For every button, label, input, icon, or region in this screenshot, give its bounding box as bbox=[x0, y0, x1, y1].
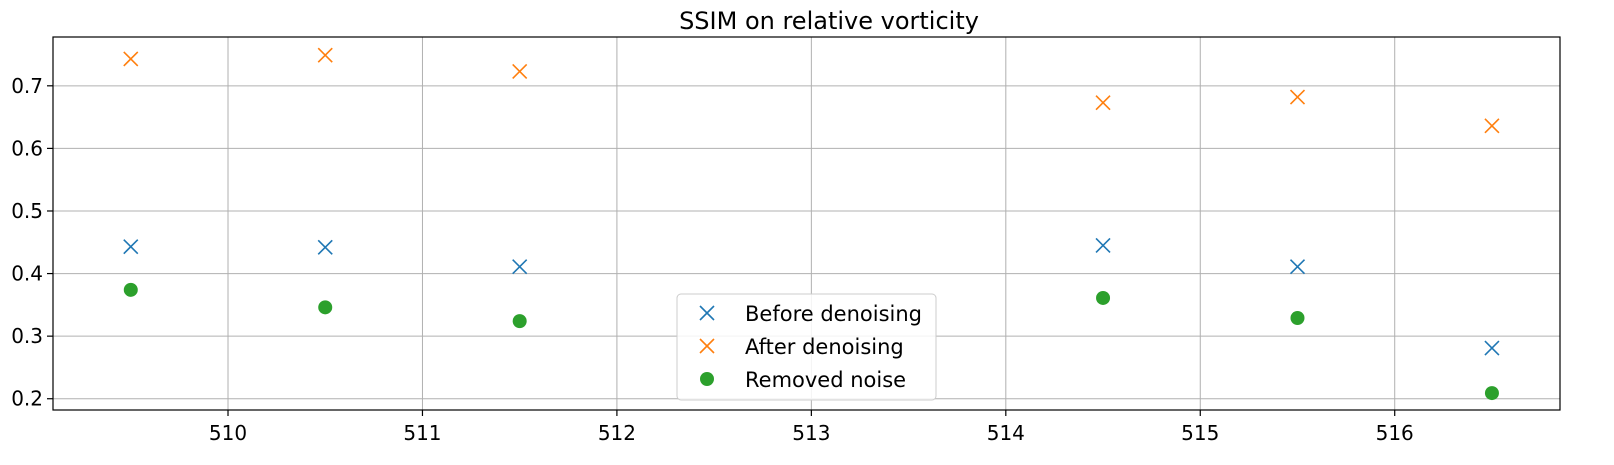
data-point bbox=[1290, 311, 1305, 326]
axes: 510 511 512 513 514 515 516 0.2 0.3 0.4 0.5 0.6 0.7 bbox=[11, 36, 1561, 445]
data-point bbox=[123, 282, 138, 297]
data-point bbox=[1289, 259, 1306, 275]
x-tick-label: 513 bbox=[792, 421, 830, 445]
marker-stroke bbox=[123, 239, 139, 255]
marker-stroke bbox=[512, 63, 528, 79]
marker-stroke bbox=[1289, 89, 1306, 105]
data-point bbox=[512, 259, 528, 275]
legend-marker bbox=[699, 305, 715, 321]
data-point bbox=[1289, 89, 1306, 105]
data-point bbox=[1095, 237, 1111, 253]
legend-item: After denoising bbox=[699, 335, 904, 359]
legend-label: After denoising bbox=[745, 335, 904, 359]
marker-stroke bbox=[123, 51, 139, 67]
series-after-denoising bbox=[123, 47, 1500, 134]
y-tick-label: 0.7 bbox=[11, 74, 43, 98]
data-point bbox=[317, 47, 333, 63]
x-tick-label: 514 bbox=[987, 421, 1025, 445]
legend-marker bbox=[699, 338, 715, 354]
series-removed-noise bbox=[123, 282, 1499, 401]
marker-stroke bbox=[512, 259, 528, 275]
marker-stroke bbox=[1095, 237, 1111, 253]
x-tick-label: 515 bbox=[1181, 421, 1219, 445]
legend-item: Removed noise bbox=[700, 368, 906, 392]
data-point bbox=[123, 51, 139, 67]
marker-stroke bbox=[317, 239, 333, 255]
y-tick-label: 0.2 bbox=[11, 387, 43, 411]
marker-stroke bbox=[1484, 118, 1500, 134]
marker-stroke bbox=[699, 305, 715, 321]
series-before-denoising bbox=[123, 237, 1500, 356]
marker-stroke bbox=[699, 338, 715, 354]
data-marks bbox=[123, 47, 1500, 401]
marker-stroke bbox=[317, 47, 333, 63]
legend: Before denoising After denoising Removed n… bbox=[676, 293, 937, 401]
chart-title: SSIM on relative vorticity bbox=[679, 7, 979, 35]
legend-marker bbox=[700, 372, 714, 386]
legend-item: Before denoising bbox=[699, 302, 922, 326]
data-point bbox=[1484, 340, 1500, 356]
legend-label: Removed noise bbox=[745, 368, 906, 392]
marker-stroke bbox=[1289, 259, 1306, 275]
data-point bbox=[317, 239, 333, 255]
data-point bbox=[512, 63, 528, 79]
data-point bbox=[1484, 386, 1499, 401]
legend-label: Before denoising bbox=[745, 302, 922, 326]
marker-stroke bbox=[1484, 340, 1500, 356]
y-tick-label: 0.6 bbox=[11, 136, 43, 160]
data-point bbox=[512, 314, 527, 329]
y-tick-label: 0.5 bbox=[11, 199, 43, 223]
plot-frame bbox=[52, 36, 1561, 411]
x-tick-label: 512 bbox=[598, 421, 636, 445]
data-point bbox=[1484, 118, 1500, 134]
legend-box bbox=[676, 293, 937, 401]
y-tick-label: 0.4 bbox=[11, 262, 43, 286]
x-tick-label: 510 bbox=[209, 421, 247, 445]
data-point bbox=[123, 239, 139, 255]
data-point bbox=[1095, 95, 1111, 111]
x-tick-label: 516 bbox=[1376, 421, 1414, 445]
x-tick-label: 511 bbox=[403, 421, 441, 445]
data-point bbox=[318, 300, 333, 315]
data-point bbox=[1096, 290, 1111, 305]
y-tick-label: 0.3 bbox=[11, 324, 43, 348]
marker-stroke bbox=[1095, 95, 1111, 111]
